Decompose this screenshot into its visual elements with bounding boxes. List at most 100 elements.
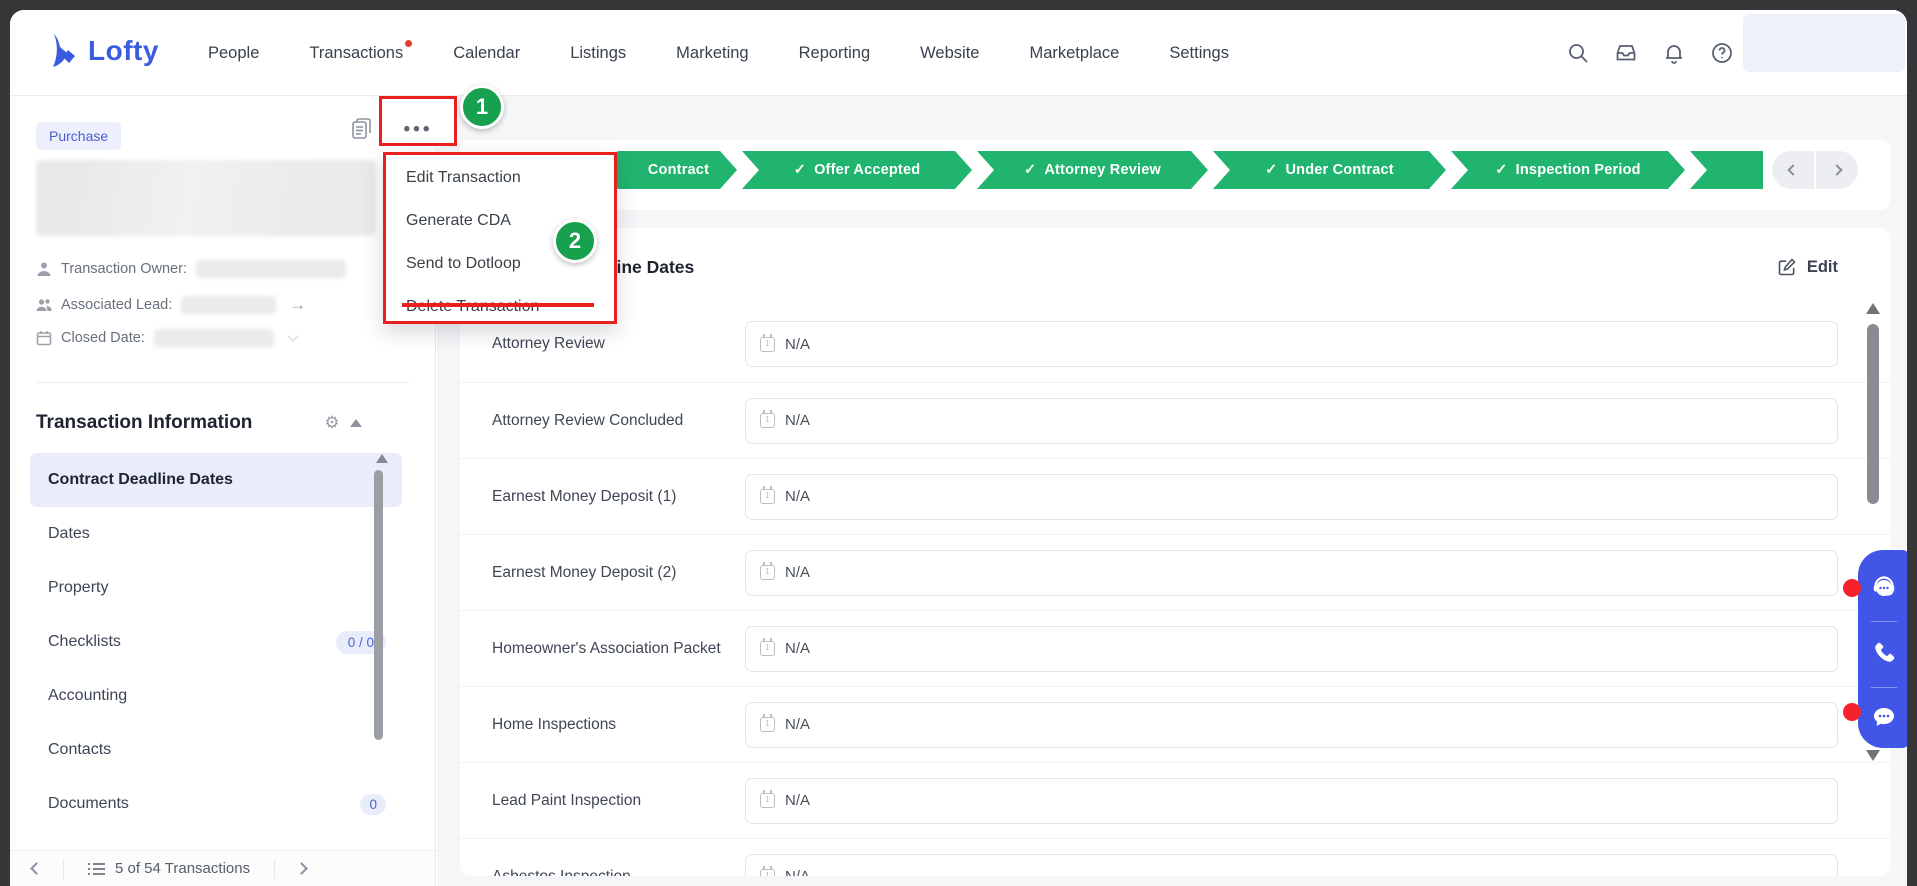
support-headset-icon[interactable] <box>1871 574 1897 600</box>
inbox-icon[interactable] <box>1614 41 1638 65</box>
sidebar-item-accounting[interactable]: Accounting <box>48 687 128 704</box>
more-actions-button-highlight[interactable]: ••• <box>379 96 457 146</box>
chat-bubble-icon[interactable] <box>1871 704 1897 730</box>
transaction-actions-menu: Edit Transaction Generate CDA Send to Do… <box>383 152 617 324</box>
edit-button[interactable]: Edit <box>1777 257 1838 277</box>
nav-item-calendar[interactable]: Calendar <box>453 43 521 62</box>
panel-divider-2 <box>1871 687 1897 688</box>
pipeline-next-button[interactable] <box>1816 151 1858 189</box>
calendar-icon <box>760 486 775 504</box>
date-input-lead-paint[interactable]: N/A <box>745 777 1838 824</box>
menu-item-send-to-dotloop[interactable]: Send to Dotloop <box>406 255 521 272</box>
owner-label: Transaction Owner: <box>61 261 187 277</box>
next-transaction-button[interactable] <box>275 860 328 878</box>
date-input-asbestos[interactable]: N/A <box>745 853 1838 876</box>
nav-item-marketplace[interactable]: Marketplace <box>1029 43 1120 62</box>
calendar-icon <box>760 410 775 428</box>
date-input-hoa-packet[interactable]: N/A <box>745 625 1838 672</box>
nav-item-reporting[interactable]: Reporting <box>798 43 871 62</box>
copy-icon[interactable] <box>352 118 371 140</box>
field-row-earnest-money-1: Earnest Money Deposit (1) N/A <box>460 458 1890 534</box>
main-scrollbar[interactable] <box>1867 324 1879 504</box>
sidebar-scrollbar[interactable] <box>374 470 383 740</box>
user-avatar-redacted[interactable] <box>1743 14 1905 72</box>
menu-item-edit-transaction[interactable]: Edit Transaction <box>406 169 521 186</box>
pipeline-step-next[interactable]: ✓F <box>1690 151 1763 189</box>
closed-date-row: Closed Date: <box>36 329 299 347</box>
more-actions-icon[interactable]: ••• <box>403 119 433 140</box>
date-input-earnest-money-1[interactable]: N/A <box>745 473 1838 520</box>
transaction-sidebar: Purchase Transaction Owner: Associated L… <box>10 96 436 886</box>
section-title-row: Transaction Information ⚙ <box>36 412 416 434</box>
menu-item-generate-cda[interactable]: Generate CDA <box>406 212 511 229</box>
person-icon <box>36 261 52 277</box>
sidebar-item-contract-deadline-dates[interactable]: Contract Deadline Dates <box>30 453 402 507</box>
sidebar-item-documents[interactable]: Documents 0 <box>30 777 402 831</box>
pager-separator-2 <box>274 858 276 879</box>
checklists-count-badge: 0 / 0 <box>335 630 386 654</box>
pipeline-step-inspection-period[interactable]: ✓ Inspection Period <box>1451 151 1685 189</box>
pipeline-step-contract[interactable]: Contract <box>612 151 737 189</box>
owner-row: Transaction Owner: <box>36 260 346 278</box>
closed-date-value-redacted <box>153 329 274 347</box>
main-scroll-up-arrow[interactable] <box>1866 303 1880 314</box>
gear-icon[interactable]: ⚙ <box>324 413 340 432</box>
field-label: Homeowner's Association Packet <box>492 639 721 657</box>
bell-icon[interactable] <box>1662 41 1686 65</box>
date-input-attorney-review[interactable]: N/A <box>745 321 1838 367</box>
card-header: Contract Deadline Dates Edit <box>460 228 1890 306</box>
nav-menu: People Transactions Calendar Listings Ma… <box>208 10 1229 96</box>
phone-icon[interactable] <box>1871 640 1897 666</box>
field-value: N/A <box>785 335 811 353</box>
search-icon[interactable] <box>1566 41 1590 65</box>
sidebar-item-contacts[interactable]: Contacts <box>48 741 112 758</box>
top-nav: Lofty People Transactions Calendar Listi… <box>10 10 1907 96</box>
field-value: N/A <box>785 564 811 581</box>
send-to-dotloop-highlight-underline <box>402 303 594 307</box>
pipeline-prev-button[interactable] <box>1772 151 1814 189</box>
pipeline-step-offer-accepted[interactable]: ✓ Offer Accepted <box>742 151 972 189</box>
sidebar-item-property[interactable]: Property <box>48 579 109 596</box>
sidebar-nav-list: Contract Deadline Dates Dates Property C… <box>30 453 402 860</box>
date-input-earnest-money-2[interactable]: N/A <box>745 549 1838 596</box>
lofty-logo-text: Lofty <box>88 35 159 66</box>
lead-value-redacted <box>181 296 277 314</box>
pipeline-bar: Contract ✓ Offer Accepted ✓ Attorney Revie… <box>460 140 1890 210</box>
people-icon <box>36 297 52 313</box>
lofty-logo[interactable]: Lofty <box>46 32 159 70</box>
pipeline-step-under-contract[interactable]: ✓ Under Contract <box>1213 151 1446 189</box>
transactions-list-button[interactable]: 5 of 54 Transactions <box>88 860 250 877</box>
date-input-home-inspections[interactable]: N/A <box>745 701 1838 748</box>
transaction-name-redacted <box>36 160 376 236</box>
pager-separator <box>63 858 64 879</box>
nav-item-listings[interactable]: Listings <box>570 43 627 62</box>
nav-item-marketing[interactable]: Marketing <box>676 43 749 62</box>
sidebar-item-dates[interactable]: Dates <box>48 525 90 542</box>
support-notification-dot <box>1843 579 1861 597</box>
go-to-lead-icon[interactable]: → <box>289 295 307 314</box>
pipeline-step-attorney-review[interactable]: ✓ Attorney Review <box>977 151 1208 189</box>
field-row-earnest-money-2: Earnest Money Deposit (2) N/A <box>460 534 1890 610</box>
sidebar-item-checklists[interactable]: Checklists 0 / 0 <box>30 615 402 669</box>
collapse-icon[interactable] <box>349 419 362 427</box>
date-input-attorney-review-concluded[interactable]: N/A <box>745 397 1838 444</box>
field-label: Attorney Review <box>492 335 605 352</box>
annotation-step-1: 1 <box>460 85 504 129</box>
field-value: N/A <box>785 716 811 733</box>
prev-transaction-button[interactable] <box>10 860 63 878</box>
pipeline-steps: Contract ✓ Offer Accepted ✓ Attorney Revie… <box>612 151 1763 189</box>
sidebar-scroll-up-arrow[interactable] <box>376 454 388 463</box>
pager-text: 5 of 54 Transactions <box>115 860 251 877</box>
main-scroll-down-arrow[interactable] <box>1866 750 1880 761</box>
nav-item-website[interactable]: Website <box>920 43 980 62</box>
nav-item-settings[interactable]: Settings <box>1169 43 1229 62</box>
help-icon[interactable] <box>1710 41 1734 65</box>
edit-pencil-icon <box>1778 258 1796 276</box>
field-row-asbestos: Asbestos Inspection N/A <box>460 838 1890 876</box>
closed-date-label: Closed Date: <box>61 330 145 346</box>
lead-row: Associated Lead: → <box>36 295 306 315</box>
nav-item-people[interactable]: People <box>208 43 260 62</box>
nav-item-transactions[interactable]: Transactions <box>309 39 413 63</box>
chevron-down-icon[interactable] <box>287 330 299 342</box>
